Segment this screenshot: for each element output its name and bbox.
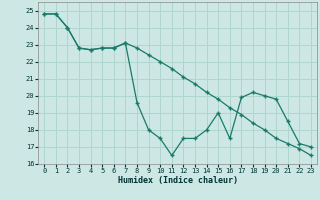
X-axis label: Humidex (Indice chaleur): Humidex (Indice chaleur) [118,176,238,185]
